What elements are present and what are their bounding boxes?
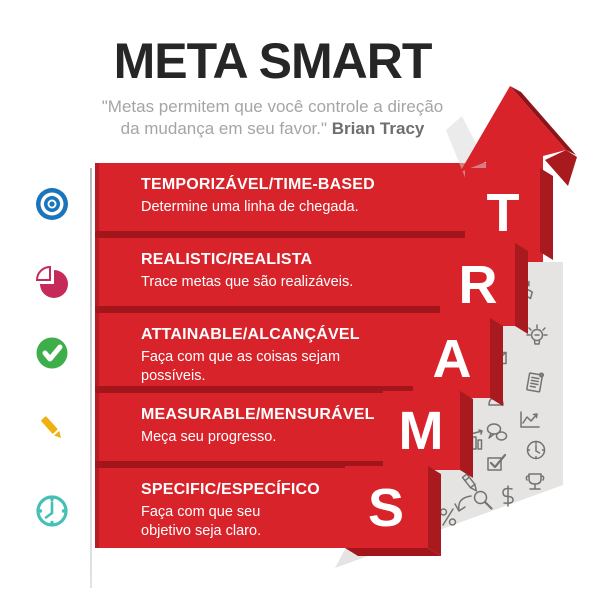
step-block-R [440,243,528,334]
step-letter-A: A [433,329,472,389]
step-title: ATTAINABLE/ALCANÇÁVEL [141,326,360,343]
bar-divider [95,461,383,468]
target-icon [36,188,68,220]
step-title: TEMPORIZÁVEL/TIME-BASED [141,176,375,193]
bar-divider [95,231,465,238]
step-description: Trace metas que são realizáveis. [141,274,354,290]
step-block-A [413,318,503,406]
lightbulb-icon [526,324,548,345]
quote: "Metas permitem que você controle a dire… [0,96,545,141]
step-block-S [345,466,441,556]
step-description: Faça com que seu objetivo seja claro. [141,504,262,539]
step-description: Determine uma linha de chegada. [141,199,359,215]
page-title: META SMART [113,33,433,89]
step-description: Faça com que as coisas sejam possíveis. [141,349,341,384]
left-shadow-line [90,168,92,588]
bar-divider [95,306,440,313]
step-letter-M: M [399,401,444,461]
step-description: Meça seu progresso. [141,429,277,445]
dollar-icon [502,485,514,507]
step-block-M [383,391,473,478]
step-title: SPECIFIC/ESPECÍFICO [141,481,320,498]
header: META SMART "Metas permitem que você cont… [0,36,545,141]
quote-line2: da mudança em seu favor." [120,119,328,139]
pencil-icon [41,416,62,439]
step-letter-S: S [368,478,404,538]
checkmark-icon [36,337,68,369]
pencil-icon [461,473,478,492]
clock-icon [526,440,546,460]
magnifier-icon [473,490,493,510]
percent-icon [439,508,457,526]
clock-icon [36,495,68,527]
trophy-icon [525,473,545,490]
step-letter-R: R [459,255,498,315]
step-title: MEASURABLE/MENSURÁVEL [141,406,375,423]
speech-bubbles-icon [486,423,508,441]
quote-author: Brian Tracy [331,119,425,139]
line-chart-icon [520,411,540,428]
quote-line1: "Metas permitem que você controle a dire… [101,97,444,116]
step-block-T [465,168,553,260]
curved-arrow-icon [454,495,472,512]
checkbox-icon [487,453,507,471]
bar-divider [95,386,413,393]
step-title: REALISTIC/REALISTA [141,251,313,268]
step-letter-T: T [487,183,520,243]
pie-chart-icon [35,265,68,298]
note-icon [526,372,545,393]
